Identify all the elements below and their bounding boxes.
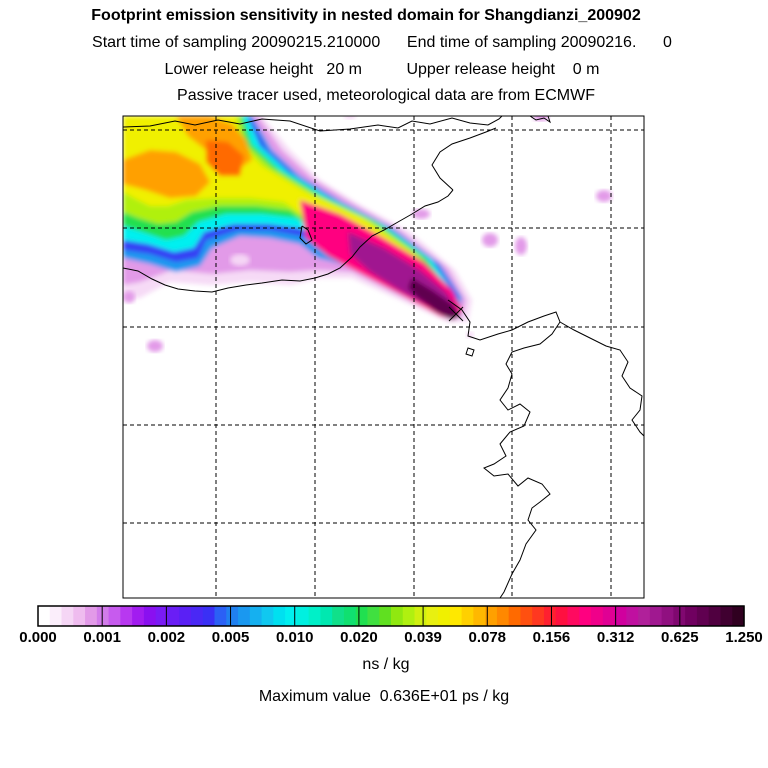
colorbar-cell [391,606,404,626]
colorbar-cell [367,606,380,626]
colorbar-tick-label: 0.156 [532,629,571,646]
colorbar-cell [638,606,651,626]
colorbar-tick-label: 0.039 [404,629,442,646]
graticule [123,116,644,598]
colorbar-cell [49,606,63,626]
plot-title: Footprint emission sensitivity in nested… [91,7,641,24]
colorbar-cell [296,606,310,626]
release-height-subtitle: Lower release height 20 m Upper release … [164,61,600,78]
colorbar-cell [449,606,463,626]
colorbar-cell [249,606,263,626]
tracer-info-subtitle: Passive tracer used, meteorological data… [177,87,595,104]
colorbar-cell [426,606,439,626]
colorbar-cell [661,606,674,626]
colorbar-cell [61,606,74,626]
colorbar-cell [108,606,121,626]
maximum-value-label: Maximum value 0.636E+01 ps / kg [258,688,510,705]
colorbar-cell [214,606,227,626]
sensitivity-spot [482,233,498,247]
colorbar-cell [696,606,710,626]
colorbar-tick-label: 0.002 [147,629,186,646]
colorbar-cell [461,606,474,626]
colorbar-cell [343,606,357,626]
plume-darkest [408,278,460,320]
colorbar-cell [143,606,157,626]
colorbar-cell [190,606,204,626]
colorbar-tick-label: 1.250 [725,629,763,646]
coastline-north [123,116,503,132]
colorbar-cell [496,606,510,626]
coastline-east [447,299,561,598]
sensitivity-spot [147,340,163,352]
colorbar-tick-label: 0.312 [596,629,635,646]
colorbar-cell [591,606,604,626]
colorbar-cell [614,606,627,626]
colorbar-cell [226,606,239,626]
coastline-bay-inlet [299,225,313,245]
sensitivity-spot [123,291,135,303]
colorbar-cell [155,606,169,626]
colorbar-cell [602,606,616,626]
colorbar-cell [708,606,722,626]
patch-orange-west [123,150,210,198]
colorbar-cell [520,606,533,626]
footprint-map [122,115,645,599]
colorbar-tick-label: 0.005 [211,629,250,646]
colorbar-tick-label: 0.625 [661,629,699,646]
colorbar-cell [308,606,321,626]
colorbar-cell [355,606,369,626]
coastline-peninsula [431,127,497,191]
receptor-marker [448,306,464,322]
colorbar-cell [379,606,392,626]
colorbar-cell [720,606,733,626]
colorbar-cell [120,606,133,626]
coastline-korea-west [559,321,644,437]
colorbar-tick-label: 0.078 [468,629,507,646]
colorbar-cell [438,606,451,626]
colorbar-cell [685,606,698,626]
colorbar-cell [567,606,580,626]
colorbar-cell [238,606,251,626]
colorbar-cell [555,606,569,626]
colorbar-cell [332,606,345,626]
colorbar-cell [85,606,98,626]
sensitivity-spot [596,190,612,202]
colorbar-cell [485,606,498,626]
colorbar-cell [402,606,416,626]
colorbar-cell [132,606,145,626]
colorbar-cell [473,606,486,626]
colorbar-cell [732,606,745,626]
colorbar-cell [273,606,286,626]
colorbar-cell [285,606,298,626]
coastline-small-islands [465,116,551,357]
map-frame [122,115,645,599]
colorbar-tick-label: 0.010 [275,629,314,646]
colorbar-cell [320,606,333,626]
colorbar-cell [179,606,192,626]
colorbar-cell [626,606,639,626]
colorbar-cell [543,606,557,626]
colorbar-cell [532,606,545,626]
colorbar-cell [167,606,180,626]
colorbar-cell [38,606,51,626]
colorbar-cell [261,606,274,626]
colorbar-tick-label: 0.001 [83,629,121,646]
colorbar-frame [37,605,745,627]
sampling-time-subtitle: Start time of sampling 20090215.210000 E… [92,34,672,51]
colorbar-cell [649,606,663,626]
colorbar-cell [579,606,592,626]
colorbar-cell [73,606,86,626]
sensitivity-spot [230,254,250,266]
colorbar-cell [414,606,427,626]
colorbar-cell [96,606,110,626]
colorbar-tick-label: 0.020 [340,629,378,646]
sensitivity-spot [515,237,527,255]
colorbar-tick-label: 0.000 [19,629,57,646]
colorbar-cell [508,606,522,626]
colorbar-cell [202,606,216,626]
sensitivity-spot [344,116,356,119]
colorbar-units: ns / kg [362,656,410,673]
